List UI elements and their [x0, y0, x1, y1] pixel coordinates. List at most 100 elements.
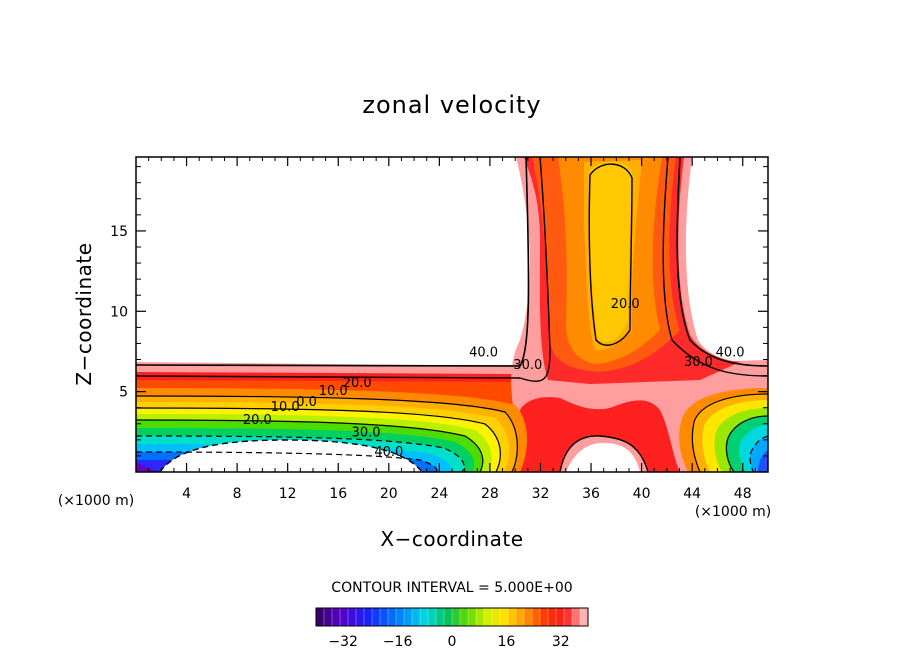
x-unit-label-left: (×1000 m) — [58, 493, 134, 509]
contour-label: 40.0 — [374, 445, 403, 460]
colorbar-swatch — [460, 608, 469, 626]
colorbar-swatch — [444, 608, 453, 626]
colorbar-swatch — [452, 608, 461, 626]
x-tick-label: 16 — [329, 486, 347, 502]
contour-label: 20.0 — [243, 413, 272, 428]
colorbar-tick-label: 16 — [497, 634, 515, 650]
x-unit-label-right: (×1000 m) — [695, 504, 771, 520]
surface-blank-left — [160, 440, 422, 472]
contour-line-20-core — [588, 163, 633, 346]
colorbar-swatch — [420, 608, 429, 626]
x-tick-label: 44 — [683, 486, 701, 502]
colorbar-swatch — [476, 608, 485, 626]
colorbar-swatch — [556, 608, 565, 626]
contour-line-30 — [136, 157, 551, 382]
x-tick-label: 32 — [532, 486, 550, 502]
contour-line-40-right — [676, 157, 768, 367]
contour-line-right-0 — [725, 415, 768, 472]
colorbar-swatch — [468, 608, 477, 626]
colorbar-swatch — [532, 608, 541, 626]
colorbar-swatch — [500, 608, 509, 626]
colorbar-swatch — [564, 608, 573, 626]
colorbar-tick-label: −16 — [383, 634, 413, 650]
y-axis-ticks: 5 10 15 — [110, 166, 768, 457]
y-axis-title: Z−coordinate — [72, 242, 96, 385]
x-tick-label: 12 — [279, 486, 297, 502]
contour-label: 20.0 — [343, 376, 372, 391]
colorbar-swatch — [492, 608, 501, 626]
colorbar-swatch — [412, 608, 421, 626]
x-tick-label: 8 — [233, 486, 242, 502]
colorbar-swatch — [316, 608, 325, 626]
contour-label: 30.0 — [352, 426, 381, 441]
colorbar-swatch — [388, 608, 397, 626]
colorbar-swatch — [372, 608, 381, 626]
surface-blank-right — [566, 442, 640, 472]
colorbar-swatch — [508, 608, 517, 626]
colorbar-swatch — [380, 608, 389, 626]
contour-label: 20.0 — [611, 297, 640, 312]
x-tick-label: 36 — [582, 486, 600, 502]
contour-line-m20 — [136, 451, 438, 472]
colorbar-swatch — [396, 608, 405, 626]
y-tick-label: 10 — [110, 304, 128, 320]
contour-line-40-left — [136, 157, 530, 367]
x-axis-title: X−coordinate — [380, 527, 523, 551]
chart-title: zonal velocity — [362, 91, 541, 119]
colorbar-swatch — [364, 608, 373, 626]
contour-label: 30.0 — [513, 358, 542, 373]
contour-label: 10.0 — [271, 400, 300, 415]
contour-line-m40 — [159, 439, 423, 472]
contour-line-m10 — [136, 435, 465, 472]
colorbar-tick-label: 0 — [448, 634, 457, 650]
colorbar-swatch — [516, 608, 525, 626]
y-tick-label: 5 — [119, 385, 128, 401]
colorbar-swatch — [348, 608, 357, 626]
colorbar-swatch — [524, 608, 533, 626]
contour-label: 10.0 — [319, 384, 348, 399]
band-core-vertical — [589, 162, 632, 342]
contour-label: 30.0 — [684, 355, 713, 370]
x-tick-label: 48 — [734, 486, 752, 502]
band-core-left — [136, 462, 166, 472]
x-tick-label: 24 — [430, 486, 448, 502]
contour-line-right-m20 — [749, 435, 768, 472]
contour-line-20 — [136, 395, 518, 472]
colorbar-swatch — [548, 608, 557, 626]
colorbar-swatch — [428, 608, 437, 626]
plot-area: 40.030.020.030.040.020.010.00.010.020.03… — [136, 157, 768, 472]
x-tick-label: 20 — [380, 486, 398, 502]
colorbar-swatch — [580, 608, 589, 626]
x-tick-label: 4 — [182, 486, 191, 502]
contour-line-40-surface — [559, 435, 649, 472]
contour-label: 40.0 — [469, 345, 498, 360]
y-tick-label: 15 — [110, 224, 128, 240]
contour-line-10 — [136, 407, 501, 472]
contour-interval-label: CONTOUR INTERVAL = 5.000E+00 — [331, 580, 572, 596]
contour-line-right-20 — [691, 393, 768, 472]
contour-labels: 40.030.020.030.040.020.010.00.010.020.03… — [243, 297, 745, 460]
colorbar-swatch — [404, 608, 413, 626]
colorbar-swatch — [324, 608, 333, 626]
x-tick-label: 28 — [481, 486, 499, 502]
colorbar-swatch — [436, 608, 445, 626]
colorbar-frame — [315, 607, 589, 627]
contour-label: 40.0 — [716, 345, 745, 360]
colorbar-swatch — [484, 608, 493, 626]
contour-field — [136, 157, 768, 472]
contour-lines — [136, 157, 768, 472]
colorbar-swatch — [572, 608, 581, 626]
contour-line-30-right — [662, 157, 768, 377]
x-tick-label: 40 — [633, 486, 651, 502]
colorbar-swatch — [540, 608, 549, 626]
colorbar: −32 −16 0 16 32 — [315, 607, 589, 650]
colorbar-swatch — [340, 608, 349, 626]
colorbar-swatch — [356, 608, 365, 626]
colorbar-tick-label: 32 — [552, 634, 570, 650]
contour-label: 0.0 — [296, 395, 317, 410]
x-axis-ticks: 4 8 12 16 20 24 28 32 36 40 44 48 — [148, 157, 756, 502]
colorbar-swatch — [332, 608, 341, 626]
colorbar-tick-label: −32 — [328, 634, 358, 650]
